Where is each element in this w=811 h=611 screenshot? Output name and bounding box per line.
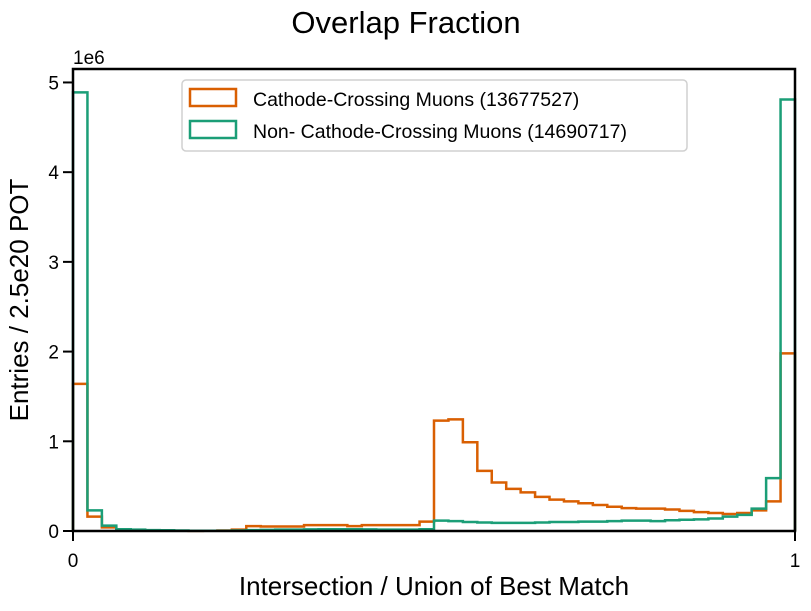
legend-box [181, 79, 688, 152]
legend: Cathode-Crossing Muons (13677527) Non- C… [181, 79, 688, 152]
x-axis-label: Intersection / Union of Best Match [239, 571, 629, 601]
y-tick-label: 3 [48, 253, 59, 274]
plot-area [71, 91, 797, 533]
y-tick-label: 4 [48, 163, 59, 184]
chart-title: Overlap Fraction [291, 5, 520, 40]
plot-frame [71, 67, 797, 533]
legend-swatch-cathode-crossing [188, 87, 238, 108]
x-tick-label: 1 [790, 551, 801, 572]
series-0-histogram-line [71, 352, 797, 533]
legend-swatch-non-cathode-crossing [188, 119, 238, 140]
y-tick-label: 5 [48, 73, 59, 94]
x-tick-label: 0 [68, 551, 79, 572]
y-tick-label: 1 [48, 432, 59, 453]
legend-label-cathode-crossing: Cathode-Crossing Muons (13677527) [253, 89, 579, 111]
y-tick-label: 0 [48, 522, 59, 543]
legend-label-non-cathode-crossing: Non- Cathode-Crossing Muons (14690717) [253, 121, 627, 143]
y-axis-ticks: 0 1 2 3 4 5 [48, 73, 73, 543]
y-axis-label: Entries / 2.5e20 POT [4, 178, 34, 421]
y-offset-text: 1e6 [73, 48, 105, 69]
y-tick-label: 2 [48, 343, 59, 364]
